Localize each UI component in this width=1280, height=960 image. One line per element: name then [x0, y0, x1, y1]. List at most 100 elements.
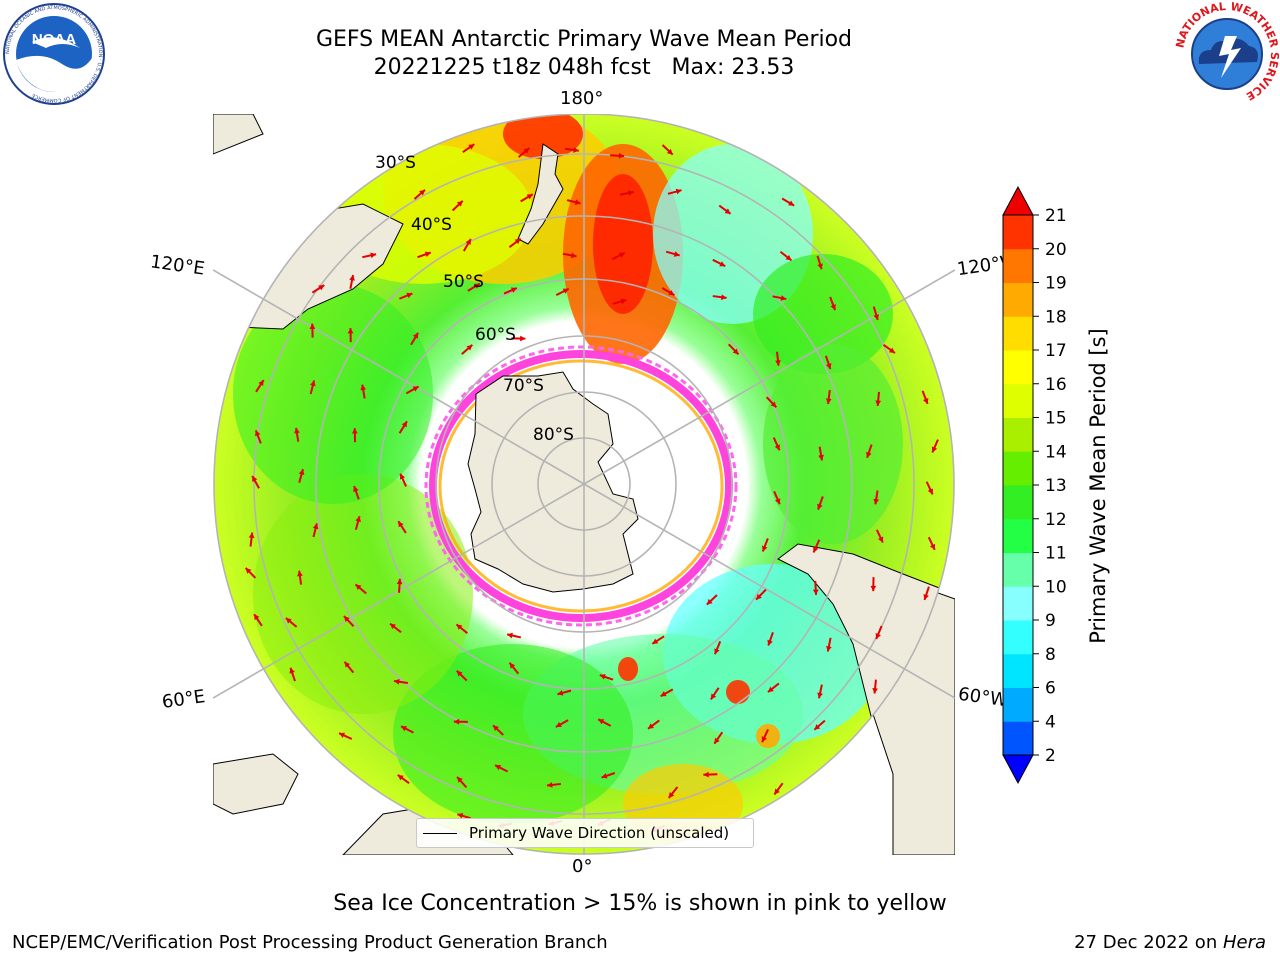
wave-arrow-head [601, 773, 608, 779]
wave-arrow-head [714, 737, 720, 744]
wave-arrow-head [618, 152, 625, 159]
wave-arrow-head [312, 523, 319, 530]
lon-label-0: 0° [572, 856, 593, 877]
wave-arrow-head [724, 208, 731, 214]
colorbar-segment [1003, 316, 1033, 351]
lat-label-70s: 70°S [503, 376, 544, 396]
wave-arrow-head [412, 386, 419, 392]
wave-arrow-head [666, 148, 673, 155]
wave-arrow-head [310, 380, 316, 387]
wave-arrow-head [648, 723, 654, 729]
wave-arrow-head [628, 190, 634, 196]
wave-arrow-head [675, 188, 682, 195]
wave-arrow-head [252, 476, 258, 483]
sea-ice-caption: Sea Ice Concentration > 15% is shown in … [333, 891, 947, 916]
colorbar-tick-label: 10 [1045, 577, 1067, 597]
wave-arrow-head [877, 536, 884, 543]
wave-arrow-head [339, 732, 346, 738]
wave-arrow-head [399, 473, 406, 480]
lat-label-30s: 30°S [375, 153, 416, 173]
wave-arrow-head [419, 189, 426, 196]
wave-arrow-head [510, 287, 517, 293]
wave-arrow-head [318, 285, 325, 291]
wave-arrow-head [289, 667, 295, 674]
lat-label-80s: 80°S [533, 425, 574, 445]
colorbar-tick-label: 12 [1045, 510, 1067, 530]
wave-arrow-head [927, 488, 933, 495]
lon-label-120e: 120°E [148, 251, 206, 280]
wave-arrow-head [509, 662, 516, 669]
wave-arrow-head [888, 347, 895, 354]
colorbar-segment [1003, 620, 1033, 655]
wave-arrow-head [570, 252, 577, 259]
wave-arrow-head [767, 686, 774, 693]
wave-arrow-head [785, 254, 792, 261]
lat-label-50s: 50°S [443, 272, 484, 292]
wave-arrow-head [406, 292, 413, 299]
wave-arrow-head [761, 736, 767, 743]
colorbar-segment [1003, 586, 1033, 621]
colorbar-tick-label: 9 [1045, 611, 1056, 631]
wave-arrow-head [495, 764, 502, 771]
wave-arrow-head [817, 503, 823, 510]
wave-arrow-head [660, 691, 667, 697]
wave-arrow-head [396, 578, 403, 585]
wave-arrow-head [721, 294, 727, 301]
wave-arrow-head [817, 692, 823, 699]
wave-arrow-head [814, 724, 821, 730]
colorbar-tick-label: 4 [1045, 712, 1056, 732]
colorbar-under-triangle [1002, 754, 1034, 785]
wave-arrow-head [298, 469, 305, 476]
wave-arrow-head [360, 384, 367, 391]
map-legend: Primary Wave Direction (unscaled) [416, 818, 754, 848]
wave-arrow-head [493, 725, 499, 732]
colorbar-segment [1003, 282, 1033, 317]
wave-arrow-head [394, 678, 400, 685]
footer-credit: NCEP/EMC/Verification Post Processing Pr… [12, 932, 608, 953]
wave-arrow-head [457, 813, 464, 819]
wave-arrow-head [457, 776, 463, 783]
noaa-logo: NOAA NATIONAL OCEANIC AND ATMOSPHERIC AD… [3, 3, 105, 105]
colorbar-segment [1003, 215, 1033, 250]
colorbar-segment [1003, 687, 1033, 722]
wave-arrow-head [706, 598, 713, 605]
wave-arrow-head [574, 199, 581, 205]
antarctica-landmass [467, 371, 639, 593]
wave-arrow-head [562, 288, 569, 294]
graticule [213, 114, 955, 855]
colorbar: 2 4 6 8 9 10 11 12 13 14 15 16 17 18 19 20 21 [1002, 185, 1067, 785]
wave-arrow-head [929, 543, 936, 550]
wave-arrow-head [770, 401, 777, 408]
wave-arrow-head [673, 251, 680, 257]
wave-arrow-head [294, 427, 300, 434]
colorbar-segment [1003, 721, 1033, 756]
footer-host: Hera [1222, 932, 1266, 953]
wave-arrow-head [826, 645, 832, 652]
colorbar-segment [1003, 350, 1033, 385]
wave-arrow-head [756, 593, 762, 600]
colorbar-tick-label: 6 [1045, 679, 1056, 699]
lon-label-60e: 60°E [160, 686, 207, 713]
wave-arrow-head [812, 589, 819, 595]
wave-arrow-head [390, 623, 396, 630]
wave-arrow-head [830, 304, 836, 311]
wave-arrow-head [817, 263, 823, 270]
map-frame: 30°S 40°S 50°S 60°S 70°S 80°S [213, 114, 955, 855]
wave-arrow-head [453, 718, 460, 725]
footer-date: 27 Dec 2022 on [1074, 932, 1223, 953]
wave-arrow-head [732, 348, 739, 355]
wave-arrow-head [703, 771, 709, 778]
legend-label: Primary Wave Direction (unscaled) [469, 824, 730, 842]
wave-arrow-head [398, 521, 404, 528]
colorbar-label: Primary Wave Mean Period [s] [1086, 328, 1110, 644]
wave-arrow-head [351, 428, 358, 434]
wave-arrow-head [349, 275, 355, 281]
wave-arrow-head [254, 614, 260, 621]
wave-arrow-head [620, 298, 627, 305]
colorbar-segments [1002, 185, 1034, 785]
wave-arrow-head [780, 295, 787, 301]
colorbar-tick-label: 8 [1045, 645, 1056, 665]
colorbar-tick-label: 11 [1045, 544, 1067, 564]
wave-arrow-head [762, 545, 768, 552]
wave-arrow-head [668, 289, 675, 296]
